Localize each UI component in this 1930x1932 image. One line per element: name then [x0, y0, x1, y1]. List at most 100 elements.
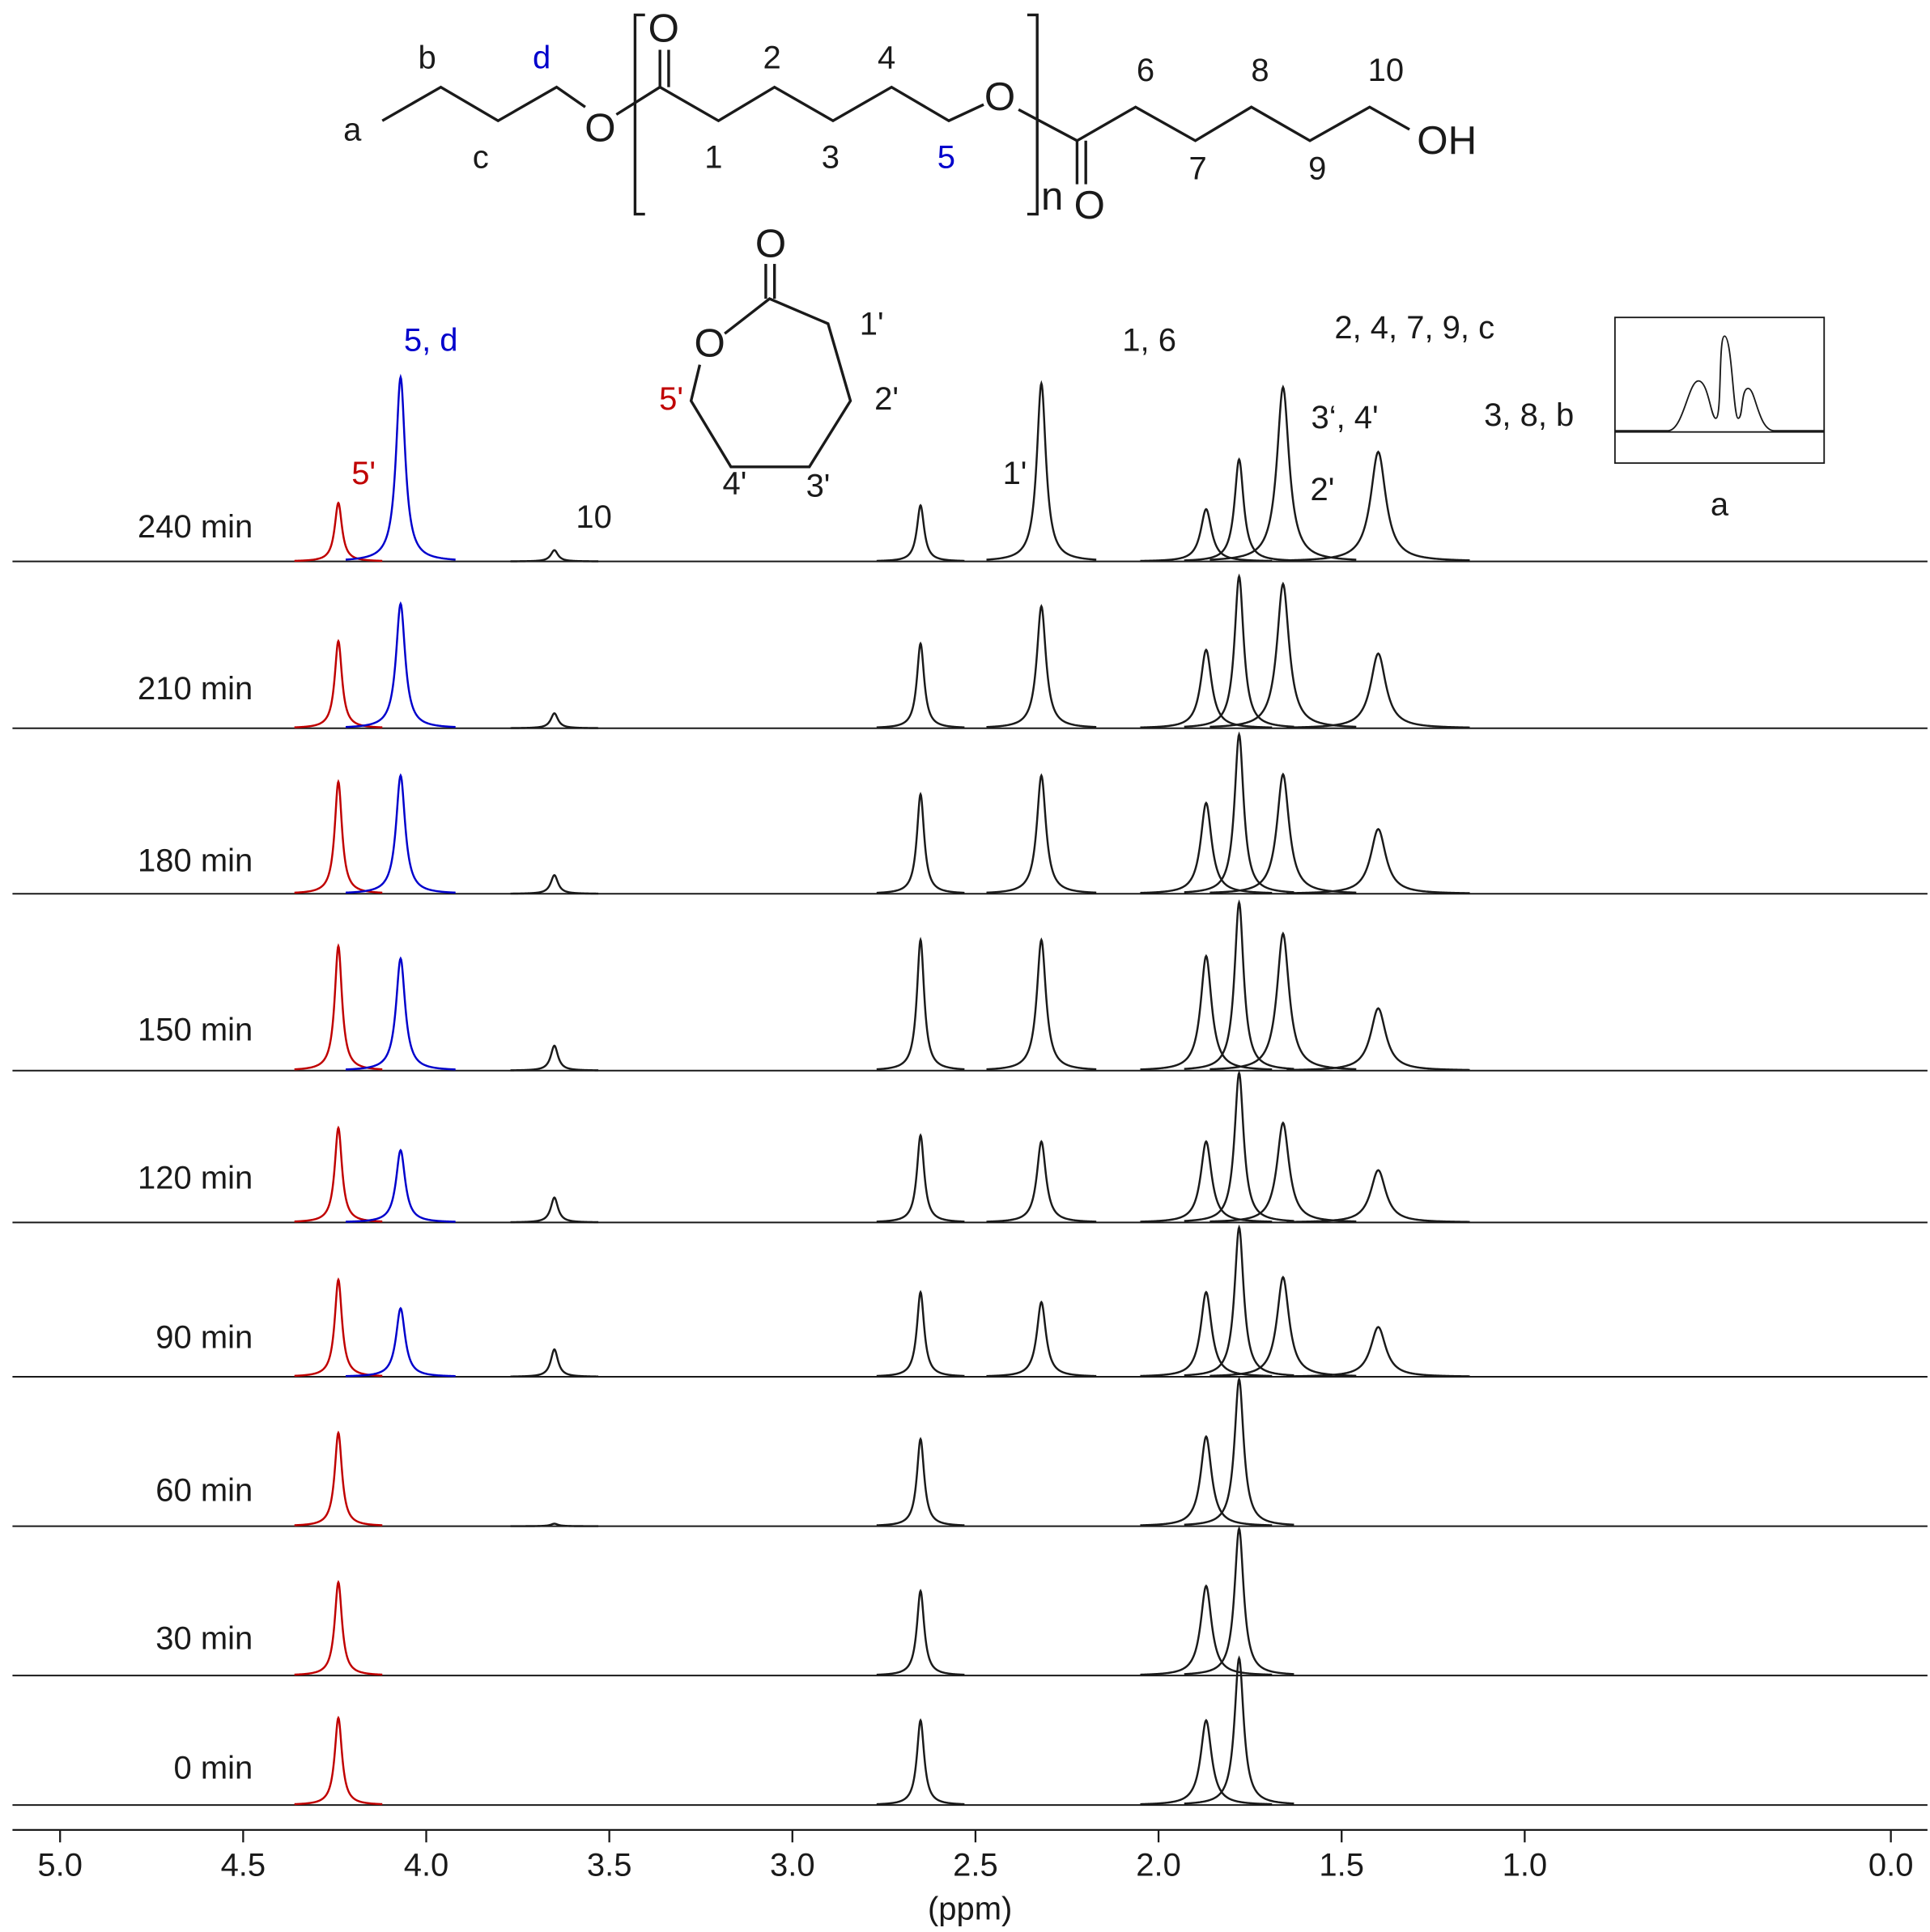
x-tick-label: 4.0 — [404, 1848, 449, 1883]
atom-label: 5 — [937, 139, 955, 175]
peak — [294, 1579, 383, 1676]
atom-label: 3 — [822, 139, 840, 175]
peak — [1184, 899, 1294, 1070]
peak — [294, 639, 383, 728]
peak — [876, 792, 965, 894]
atom: O — [984, 74, 1015, 119]
atom-label: 10 — [1368, 53, 1404, 88]
atom-label: d — [533, 40, 551, 75]
peak — [876, 1718, 965, 1806]
x-tick-label: 1.5 — [1319, 1848, 1364, 1883]
x-tick-label: 1.0 — [1503, 1848, 1548, 1883]
peak — [1140, 507, 1273, 563]
x-tick-label: 2.5 — [953, 1848, 998, 1883]
peak — [1184, 731, 1294, 894]
atom-label: 7 — [1188, 151, 1206, 186]
peak — [986, 380, 1097, 561]
atom-label: 5' — [659, 381, 683, 417]
monomer-structure: O O 1' 2' 3' 4' 5' — [659, 222, 899, 504]
inset — [1613, 316, 1826, 465]
peak — [294, 1125, 383, 1223]
peak — [1184, 573, 1294, 728]
peak — [876, 1588, 965, 1676]
peak — [1184, 1655, 1294, 1805]
peak — [1140, 1434, 1273, 1526]
bracket — [1027, 13, 1039, 216]
x-axis-label: (ppm) — [928, 1891, 1012, 1926]
peak — [345, 601, 456, 728]
atom-label: a — [343, 113, 362, 148]
atom-label: 8 — [1251, 53, 1269, 88]
peak-annotation: 3‘, 4' — [1311, 400, 1379, 435]
atom: O — [648, 6, 679, 50]
series-label: 240 min — [138, 509, 253, 545]
peak — [1286, 1169, 1470, 1223]
peak — [510, 1044, 599, 1072]
peak — [1286, 652, 1470, 729]
peak — [876, 936, 965, 1071]
peak — [345, 373, 456, 561]
atom: O — [1074, 183, 1105, 227]
peak — [876, 1289, 965, 1378]
peak — [510, 711, 599, 729]
peak — [1286, 1007, 1470, 1072]
series-label: 30 min — [155, 1621, 253, 1657]
atom: O — [585, 105, 615, 150]
peak — [1140, 1584, 1273, 1676]
peak — [510, 1196, 599, 1224]
atom-label: 1 — [704, 139, 722, 175]
peak — [1184, 1376, 1294, 1526]
peak — [510, 1348, 599, 1378]
peak — [510, 549, 599, 563]
atom-label: 3' — [806, 468, 831, 503]
series-label: 150 min — [138, 1013, 253, 1048]
peak — [1184, 1224, 1294, 1377]
peak-annotation: 2' — [1310, 472, 1334, 507]
peak — [986, 604, 1097, 728]
peak — [345, 1306, 456, 1378]
peak — [345, 956, 456, 1071]
atom: O — [755, 222, 786, 266]
x-tick-label: 3.5 — [587, 1848, 632, 1883]
peak-annotation: 5' — [351, 456, 376, 491]
peak-annotation: 1' — [1003, 456, 1027, 491]
peak — [1140, 648, 1273, 729]
atom-label: 2 — [763, 40, 780, 75]
inset-trace — [1614, 335, 1825, 432]
series-label: 90 min — [155, 1319, 253, 1355]
peak-annotation: 1, 6 — [1122, 323, 1176, 359]
peak — [510, 873, 599, 895]
polymer-structure: a b c d 1 2 3 4 5 6 7 8 9 10 O O O O OH … — [343, 6, 1477, 227]
atom-label: 4 — [878, 40, 895, 75]
peak — [876, 1437, 965, 1526]
peak — [876, 503, 965, 563]
series-label: 120 min — [138, 1161, 253, 1196]
peak-annotation: 10 — [576, 499, 611, 535]
series-label: 180 min — [138, 843, 253, 878]
peak — [294, 1715, 383, 1806]
peak — [1286, 1326, 1470, 1378]
peak — [986, 937, 1097, 1071]
x-tick-label: 5.0 — [37, 1848, 83, 1883]
peak — [986, 1300, 1097, 1378]
x-tick-label: 4.5 — [221, 1848, 266, 1883]
peak — [1184, 1070, 1294, 1222]
peak-annotation: a — [1711, 487, 1729, 523]
x-tick-label: 3.0 — [770, 1848, 815, 1883]
x-tick-label: 2.0 — [1136, 1848, 1181, 1883]
peak — [1286, 827, 1470, 894]
peak — [1140, 800, 1273, 894]
peak — [986, 1140, 1097, 1223]
peak — [345, 1149, 456, 1223]
peak — [1140, 1718, 1273, 1806]
peak — [294, 1277, 383, 1378]
series-label: 210 min — [138, 671, 253, 707]
atom-label: 2' — [874, 381, 899, 417]
peak — [876, 641, 965, 728]
inset-frame — [1613, 316, 1826, 465]
repeat-index: n — [1041, 174, 1063, 219]
atom-label: b — [418, 40, 436, 75]
series-label: 0 min — [174, 1751, 253, 1786]
peak — [510, 1522, 599, 1527]
